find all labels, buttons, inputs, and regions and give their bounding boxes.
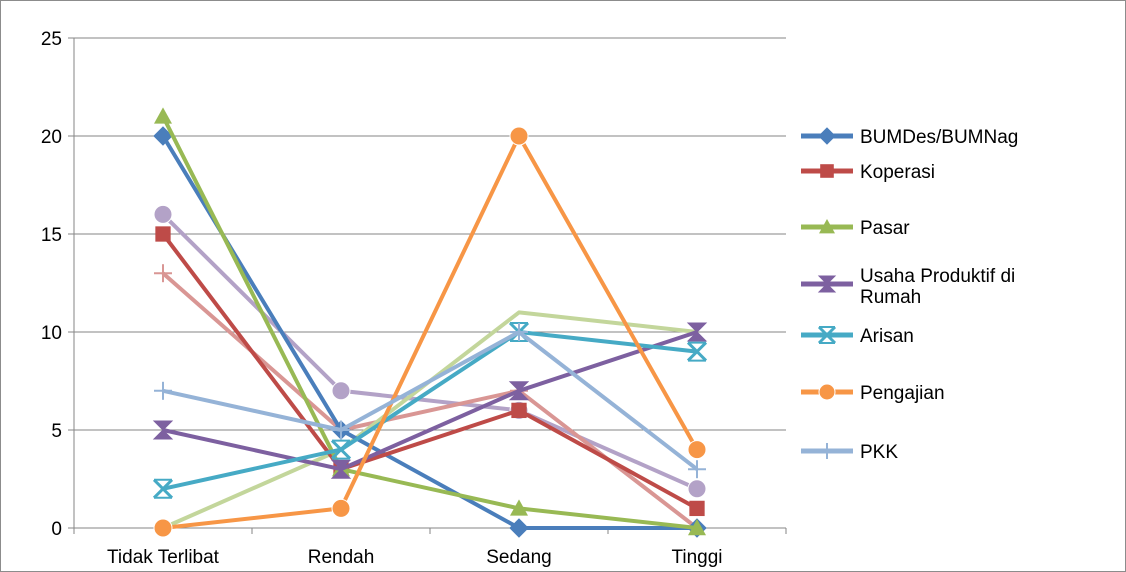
y-tick-label: 5 — [51, 421, 62, 442]
data-point — [155, 226, 171, 242]
series-line — [162, 134, 699, 530]
data-point — [508, 381, 530, 401]
legend-label: BUMDes/BUMNag — [860, 127, 1018, 148]
legend-label: Pengajian — [860, 383, 945, 404]
x-tick-label: Rendah — [308, 547, 375, 568]
data-point — [509, 518, 529, 538]
x-tick-label: Tidak Terlibat — [107, 547, 220, 568]
data-point — [817, 325, 837, 345]
series-unlabeled-7 — [153, 204, 707, 499]
data-point — [331, 498, 351, 518]
series-lines — [152, 107, 708, 538]
data-point — [153, 126, 173, 146]
data-point — [154, 107, 172, 124]
data-point — [153, 518, 173, 538]
series-pkk — [154, 323, 706, 479]
y-tick-label: 0 — [51, 519, 62, 540]
data-point — [509, 126, 529, 146]
data-point — [331, 381, 351, 401]
data-point — [330, 439, 352, 460]
series-line — [162, 330, 699, 471]
data-point — [689, 500, 705, 517]
y-tick-label: 10 — [41, 323, 62, 344]
legend-item: Pengajian — [801, 383, 945, 404]
legend-item: Usaha Produktif di Rumah — [801, 266, 1015, 308]
data-point — [688, 519, 706, 536]
data-point — [154, 264, 172, 283]
series-line — [161, 115, 698, 530]
legend-item: Koperasi — [801, 162, 935, 183]
legend-item: PKK — [801, 442, 898, 463]
x-tick-label: Sedang — [486, 547, 552, 568]
data-point — [330, 459, 352, 479]
data-point — [687, 440, 707, 460]
x-tick-label: Tinggi — [671, 547, 722, 568]
data-point — [511, 402, 527, 419]
data-point — [153, 204, 173, 224]
data-point — [152, 420, 174, 440]
series-arisan — [152, 321, 708, 499]
y-tick-label: 20 — [41, 127, 62, 148]
y-tick-label: 25 — [41, 29, 62, 50]
legend-item: Pasar — [801, 218, 910, 239]
legend-label: Usaha Produktif di Rumah — [860, 266, 1015, 308]
data-point — [819, 443, 835, 459]
data-point — [332, 421, 350, 439]
legend-label: Koperasi — [860, 162, 935, 183]
legend-item: Arisan — [801, 325, 914, 347]
series-line — [161, 232, 698, 511]
legend: BUMDes/BUMNag Koperasi Pasar Usaha Produkti… — [801, 127, 1018, 463]
data-point — [688, 460, 706, 479]
data-point — [510, 323, 528, 341]
y-tick-label: 15 — [41, 225, 62, 246]
series-line — [161, 134, 697, 530]
data-point — [818, 383, 836, 401]
series-line — [162, 330, 698, 472]
legend-label: Arisan — [860, 326, 914, 347]
data-point — [686, 322, 708, 342]
data-point — [818, 127, 836, 145]
series-usaha-produktif-di-rumah — [152, 322, 708, 479]
legend-label: Pasar — [860, 218, 910, 239]
series-pengajian — [153, 126, 707, 538]
data-point — [154, 381, 172, 400]
data-point — [152, 478, 174, 499]
data-point — [687, 479, 707, 499]
data-point — [686, 341, 708, 362]
series-line — [162, 330, 698, 491]
gridlines — [74, 37, 786, 431]
data-point — [819, 219, 835, 234]
legend-item: BUMDes/BUMNag — [801, 127, 1018, 148]
series-pasar — [154, 107, 706, 536]
data-point — [817, 275, 837, 293]
data-point — [510, 499, 528, 516]
data-point — [820, 164, 834, 178]
legend-label: PKK — [860, 442, 898, 463]
series-line — [161, 212, 698, 491]
